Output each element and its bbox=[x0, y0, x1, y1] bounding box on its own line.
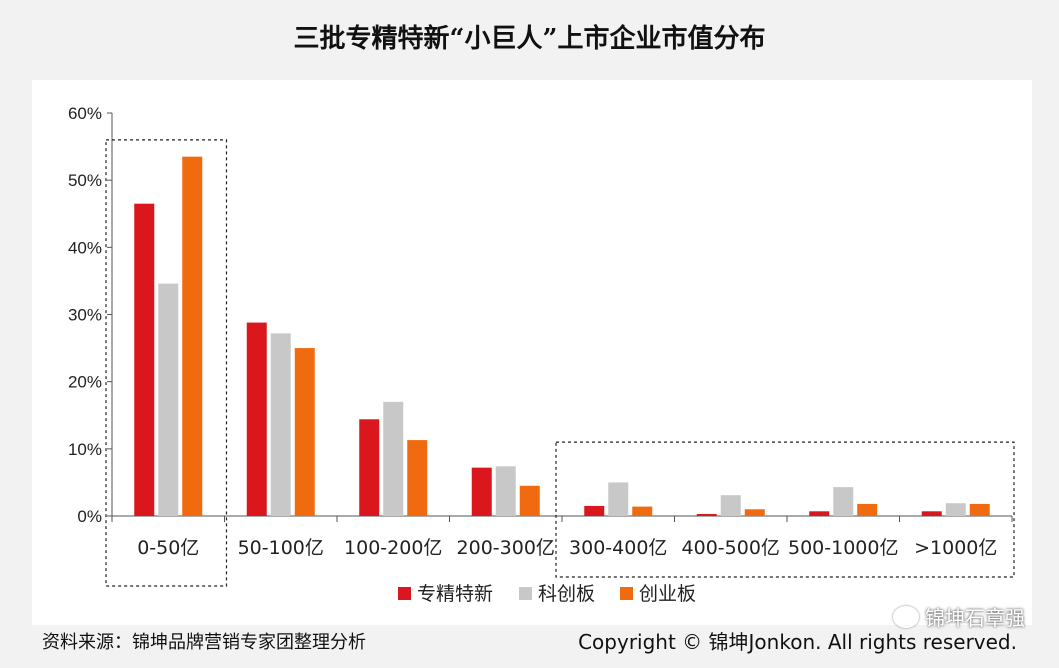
bar-chart: 0% 10% 20% 30% 40% 50% 60% 0-50亿 50-100亿 100-200亿… bbox=[68, 104, 1015, 605]
bar bbox=[407, 440, 428, 516]
x-tick-label: 100-200亿 bbox=[344, 537, 442, 559]
highlight-box bbox=[105, 139, 228, 587]
bar bbox=[833, 487, 854, 516]
bar bbox=[158, 283, 179, 516]
highlight-box bbox=[555, 441, 1015, 578]
bar bbox=[134, 203, 155, 517]
legend-label: 创业板 bbox=[639, 583, 696, 605]
bar bbox=[270, 333, 291, 516]
watermark: 锦坤石章强 bbox=[893, 602, 1025, 631]
wechat-icon bbox=[893, 605, 919, 628]
watermark-text: 锦坤石章强 bbox=[925, 606, 1025, 630]
copyright-note: Copyright © 锦坤Jonkon. All rights reserve… bbox=[578, 630, 1017, 654]
bar bbox=[383, 401, 404, 516]
x-tick-label: 400-500亿 bbox=[682, 537, 780, 559]
x-tick-label: 50-100亿 bbox=[238, 537, 324, 559]
x-tick-label: 200-300亿 bbox=[457, 537, 555, 559]
x-tick-label: 500-1000亿 bbox=[788, 537, 898, 559]
bar bbox=[744, 509, 765, 516]
bar bbox=[720, 495, 741, 516]
bar bbox=[359, 419, 380, 516]
bar bbox=[696, 513, 717, 516]
legend-label: 科创板 bbox=[538, 583, 595, 605]
bar bbox=[809, 511, 830, 516]
y-tick-label: 0% bbox=[77, 507, 102, 526]
legend-label: 专精特新 bbox=[417, 583, 493, 605]
legend-swatch bbox=[620, 587, 633, 600]
y-tick-label: 50% bbox=[68, 171, 102, 190]
bar bbox=[857, 503, 878, 516]
x-tick-label: 0-50亿 bbox=[137, 537, 199, 559]
source-note: 资料来源：锦坤品牌营销专家团整理分析 bbox=[42, 632, 366, 653]
x-tick-label: >1000亿 bbox=[914, 537, 997, 559]
y-tick-label: 60% bbox=[68, 104, 102, 123]
bar bbox=[495, 466, 516, 516]
bar bbox=[519, 485, 540, 516]
legend-swatch bbox=[519, 587, 532, 600]
x-tick-label: 300-400亿 bbox=[569, 537, 667, 559]
y-tick-label: 10% bbox=[68, 440, 102, 459]
y-tick-label: 40% bbox=[68, 238, 102, 257]
bar bbox=[246, 322, 267, 516]
chart-panel: 0% 10% 20% 30% 40% 50% 60% 0-50亿 50-100亿 100-200亿… bbox=[32, 80, 1032, 625]
bar bbox=[969, 503, 990, 516]
bar bbox=[294, 348, 315, 516]
bar bbox=[632, 506, 653, 516]
y-tick-label: 30% bbox=[68, 306, 102, 325]
legend-swatch bbox=[398, 587, 411, 600]
bar bbox=[471, 467, 492, 516]
bar bbox=[945, 503, 966, 516]
y-tick-label: 20% bbox=[68, 373, 102, 392]
bar bbox=[608, 482, 629, 516]
bar bbox=[182, 156, 203, 516]
chart-title: 三批专精特新“小巨人”上市企业市值分布 bbox=[293, 24, 766, 54]
bar bbox=[584, 505, 605, 516]
bar bbox=[921, 511, 942, 516]
